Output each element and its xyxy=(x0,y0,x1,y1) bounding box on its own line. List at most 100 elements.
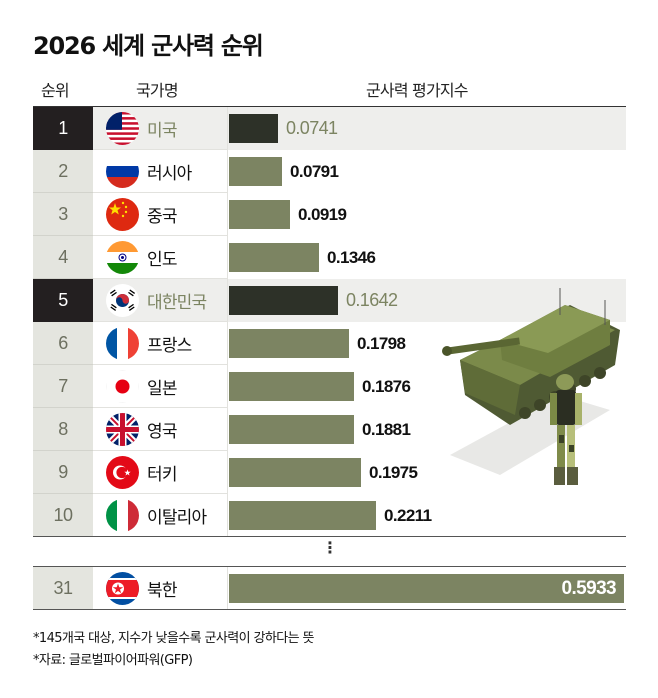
value-label: 0.1881 xyxy=(362,419,411,439)
north-korea-flag-icon xyxy=(106,572,139,605)
country-cell: 영국 xyxy=(93,408,228,451)
footnote-source: *자료: 글로벌파이어파워(GFP) xyxy=(33,653,193,668)
north-korea-section: 31 북한 0.5933 xyxy=(33,567,626,610)
footnote-methodology: *145개국 대상, 지수가 낮을수록 군사력이 강하다는 뜻 xyxy=(33,631,314,646)
index-column-header: 군사력 평가지수 xyxy=(366,81,469,100)
country-name: 이탈리아 xyxy=(147,507,207,528)
country-name: 중국 xyxy=(147,206,177,227)
country-cell: 북한 xyxy=(93,567,228,610)
bar xyxy=(229,501,376,530)
bar-cell: 0.1881 xyxy=(228,408,626,451)
russia-flag-icon xyxy=(106,154,139,188)
bar: 0.5933 xyxy=(229,574,624,603)
tank-and-soldier-illustration xyxy=(440,285,655,505)
bar xyxy=(229,243,319,272)
rank-cell: 8 xyxy=(33,408,93,451)
turkey-flag-icon xyxy=(106,455,139,489)
country-name: 영국 xyxy=(147,421,177,442)
italy-flag-icon xyxy=(106,498,139,532)
divider xyxy=(33,536,626,537)
bar xyxy=(229,415,354,444)
value-label: 0.1346 xyxy=(327,247,376,267)
table-row: 2 러시아 0.0791 xyxy=(33,150,626,193)
bar xyxy=(229,286,338,315)
japan-flag-icon xyxy=(106,369,139,403)
country-name: 인도 xyxy=(147,249,177,270)
country-name: 일본 xyxy=(147,378,177,399)
rank-cell: 10 xyxy=(33,494,93,537)
south-korea-flag-icon xyxy=(106,283,139,317)
value-label: 0.2211 xyxy=(384,505,432,525)
value-label: 0.1876 xyxy=(362,376,411,396)
table-row: 8 영국 0.1881 xyxy=(33,408,626,451)
country-cell: 일본 xyxy=(93,365,228,408)
table-row: 6 프랑스 0.1798 xyxy=(33,322,626,365)
divider xyxy=(33,609,626,610)
bar xyxy=(229,329,349,358)
rank-cell: 4 xyxy=(33,236,93,279)
country-name: 터키 xyxy=(147,464,177,485)
bar xyxy=(229,372,354,401)
rank-cell: 2 xyxy=(33,150,93,193)
ranking-table: 1 미국 0.0741 2 러시아 0.0791 3 중국 0.0919 4 인도 0.1346 5 대한… xyxy=(33,107,626,537)
bar xyxy=(229,114,278,143)
country-name: 북한 xyxy=(147,581,177,601)
country-name: 프랑스 xyxy=(147,335,192,356)
bar-cell: 0.0741 xyxy=(228,107,626,150)
table-row: 3 중국 0.0919 xyxy=(33,193,626,236)
country-cell: 대한민국 xyxy=(93,279,228,322)
rank-cell: 7 xyxy=(33,365,93,408)
france-flag-icon xyxy=(106,326,139,360)
country-cell: 프랑스 xyxy=(93,322,228,365)
header-divider xyxy=(33,106,626,107)
bar-cell: 0.0919 xyxy=(228,193,626,236)
value-label: 0.1798 xyxy=(357,333,406,353)
value-label: 0.0791 xyxy=(290,161,339,181)
value-label: 0.0919 xyxy=(298,204,347,224)
rank-cell: 1 xyxy=(33,107,93,150)
country-column-header: 국가명 xyxy=(136,81,179,100)
country-cell: 이탈리아 xyxy=(93,494,228,537)
country-cell: 미국 xyxy=(93,107,228,150)
table-row: 1 미국 0.0741 xyxy=(33,107,626,150)
chart-title: 2026 세계 군사력 순위 xyxy=(33,32,264,60)
bar-cell: 0.1346 xyxy=(228,236,626,279)
table-row-north-korea: 31 북한 0.5933 xyxy=(33,567,626,610)
country-name: 대한민국 xyxy=(147,292,207,313)
value-label: 0.1642 xyxy=(346,290,398,310)
divider xyxy=(33,566,626,567)
country-cell: 러시아 xyxy=(93,150,228,193)
bar xyxy=(229,458,361,487)
uk-flag-icon xyxy=(106,412,139,446)
table-row: 9 터키 0.1975 xyxy=(33,451,626,494)
rank-column-header: 순위 xyxy=(41,81,70,100)
india-flag-icon xyxy=(106,240,139,274)
bar-cell: 0.1798 xyxy=(228,322,626,365)
bar xyxy=(229,157,282,186)
country-name: 미국 xyxy=(147,120,177,141)
ellipsis: ⋮ xyxy=(322,538,338,557)
value-label: 0.0741 xyxy=(286,118,338,138)
table-row: 10 이탈리아 0.2211 xyxy=(33,494,626,537)
value-label: 0.1975 xyxy=(369,462,418,482)
table-row: 4 인도 0.1346 xyxy=(33,236,626,279)
value-label: 0.5933 xyxy=(561,577,616,599)
country-name: 러시아 xyxy=(147,163,192,184)
usa-flag-icon xyxy=(106,111,139,145)
bar xyxy=(229,200,290,229)
table-row: 7 일본 0.1876 xyxy=(33,365,626,408)
bar-cell: 0.0791 xyxy=(228,150,626,193)
rank-cell: 5 xyxy=(33,279,93,322)
bar-cell: 0.1975 xyxy=(228,451,626,494)
rank-cell: 3 xyxy=(33,193,93,236)
country-cell: 중국 xyxy=(93,193,228,236)
china-flag-icon xyxy=(106,197,139,231)
rank-cell: 31 xyxy=(33,567,93,610)
country-cell: 인도 xyxy=(93,236,228,279)
rank-cell: 9 xyxy=(33,451,93,494)
country-cell: 터키 xyxy=(93,451,228,494)
bar-cell: 0.1876 xyxy=(228,365,626,408)
bar-cell: 0.2211 xyxy=(228,494,626,537)
bar-cell: 0.5933 xyxy=(228,567,626,610)
rank-cell: 6 xyxy=(33,322,93,365)
